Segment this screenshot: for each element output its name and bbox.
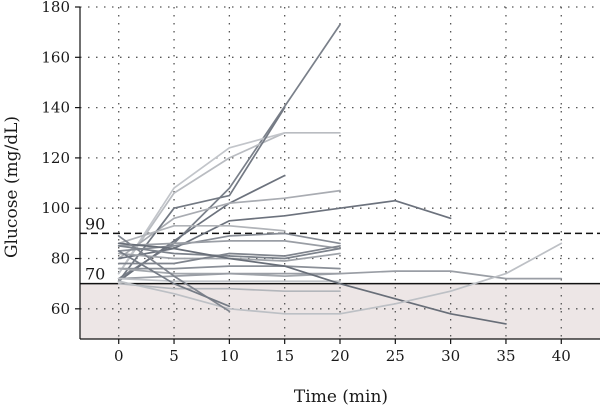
y-tick-label: 160 (41, 48, 70, 66)
x-tick-label: 20 (330, 347, 349, 365)
reference-label-90: 90 (85, 214, 105, 233)
series-lines (117, 23, 563, 325)
x-tick-label: 40 (552, 347, 571, 365)
series-line (117, 250, 231, 308)
series-line (117, 242, 563, 315)
series-line (117, 174, 286, 283)
series-line (117, 240, 341, 250)
series-line (117, 245, 341, 260)
x-tick-label: 0 (114, 347, 124, 365)
series-line (117, 265, 341, 270)
series-line (117, 199, 452, 260)
series-line (117, 224, 286, 245)
y-axis-title: Glucose (mg/dL) (2, 116, 22, 258)
y-tick-label: 140 (41, 99, 70, 117)
series-line (117, 270, 563, 280)
x-tick-labels: 0 5 10 15 20 25 30 35 40 (114, 339, 571, 365)
x-tick-label: 10 (220, 347, 239, 365)
x-tick-label: 35 (496, 347, 515, 365)
series-line (117, 131, 286, 275)
series-line (117, 131, 341, 275)
grid (80, 6, 600, 339)
x-tick-label: 25 (386, 347, 405, 365)
series-line (117, 282, 341, 293)
y-tick-label: 120 (41, 149, 70, 167)
x-axis-title: Time (min) (294, 387, 388, 407)
series-line (117, 242, 507, 325)
x-tick-label: 30 (441, 347, 460, 365)
y-tick-label: 180 (41, 0, 70, 16)
series-line (117, 277, 341, 283)
y-tick-label: 100 (41, 199, 70, 217)
x-tick-label: 5 (169, 347, 179, 365)
y-tick-labels: 60 80 100 120 140 160 180 (41, 0, 80, 318)
y-tick-label: 80 (51, 250, 70, 268)
reference-label-70: 70 (85, 265, 105, 284)
y-tick-label: 60 (51, 300, 70, 318)
x-tick-label: 15 (275, 347, 294, 365)
